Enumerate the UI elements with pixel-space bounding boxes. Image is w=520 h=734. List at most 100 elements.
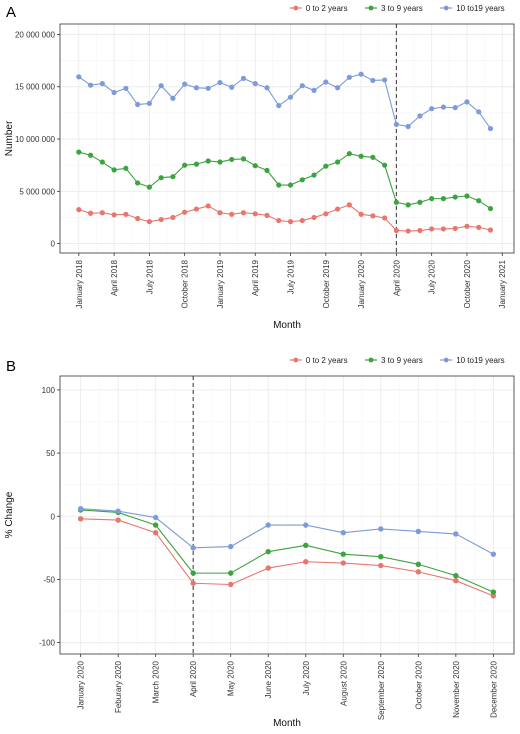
panel-b: B -100 -50 0 50 100 January 2020 Feburary 2020 M… [4,356,515,729]
x-tick-label: Feburary 2020 [114,660,123,713]
data-point [299,83,305,89]
x-tick-label: June 2020 [264,660,273,698]
data-point [311,214,317,221]
x-tick-label: January 2019 [216,259,225,308]
y-tick-label: 0 [51,512,56,521]
data-point [190,570,196,576]
data-point [382,215,388,221]
data-point [111,167,117,173]
data-point [229,211,235,217]
data-point [193,206,200,212]
data-point [265,522,271,528]
data-point [265,565,271,571]
data-point [334,159,341,165]
data-point [111,89,117,96]
series-line [80,518,494,597]
data-point [115,517,121,523]
data-point [452,105,458,111]
data-point [453,531,459,537]
x-tick-label: May 2020 [227,660,236,696]
data-point [340,560,346,566]
data-point [303,559,309,565]
data-point [217,159,223,165]
legend-label: 10 to19 years [456,356,504,365]
data-point [77,516,84,522]
data-point [429,196,435,202]
data-point [358,71,364,77]
y-tick-label: 100 [42,386,56,395]
data-point [240,75,247,81]
data-point [252,211,258,217]
data-point [415,561,422,567]
plot-frame [59,23,515,254]
legend: 0 to 2 years 3 to 9 years 10 to19 years [289,4,505,13]
data-point [287,219,294,225]
data-point [487,227,494,233]
panel-a: A 0 5 000 000 10 000 000 15 000 000 20 000 00… [4,4,515,331]
data-point [228,543,234,550]
data-point [182,81,188,87]
data-point [323,211,329,217]
x-tick-label: October 2020 [414,660,423,709]
data-point [405,202,411,208]
legend-item: 3 to 9 years [365,356,423,365]
data-point [393,199,399,205]
x-tick-label: July 2020 [302,660,311,695]
data-point [146,100,152,107]
data-point [229,84,235,90]
y-tick-label: 15 000 000 [15,83,56,92]
legend-label: 3 to 9 years [381,356,423,365]
data-point [453,578,459,584]
x-tick-label: April 2018 [110,259,119,296]
data-point [311,87,317,93]
data-point [299,217,305,224]
y-tick-label: 20 000 000 [15,30,56,39]
x-tick-label: October 2019 [322,259,331,308]
data-point [115,508,121,514]
x-tick-label: September 2020 [377,660,386,720]
legend-item: 0 to 2 years [289,356,348,365]
data-point [490,589,497,595]
data-point [452,225,458,232]
data-point [440,226,447,232]
data-point [228,570,234,576]
x-tick-label: July 2020 [428,259,437,294]
data-point [303,522,309,528]
x-axis-title: Month [273,320,301,331]
data-point [276,217,282,224]
data-point [240,156,247,162]
data-point [265,548,271,555]
data-point [252,81,258,87]
data-point [170,214,176,221]
data-point [99,81,105,87]
data-point [393,121,399,127]
data-point [417,199,423,205]
series-line [80,509,494,593]
data-point [370,213,376,219]
data-point [334,85,341,91]
data-point [346,202,352,208]
x-tick-label: July 2019 [287,259,296,294]
data-point [87,210,94,216]
data-point [476,198,482,204]
data-point [217,79,223,86]
x-tick-label: August 2020 [339,660,348,705]
series-1 [76,149,494,212]
data-point [440,196,447,202]
data-point [393,227,399,234]
data-point [464,99,470,105]
data-point [190,580,196,586]
data-point [370,154,376,160]
legend-item: 10 to19 years [440,356,505,365]
data-point [205,203,211,209]
data-point [264,167,270,173]
data-point [135,215,141,222]
data-point [229,156,235,163]
data-point [76,74,82,80]
data-point [358,211,364,217]
data-point [158,216,164,223]
data-point [87,152,94,158]
data-point [193,85,200,91]
data-point [135,180,141,186]
x-tick-label: January 2020 [77,660,86,709]
